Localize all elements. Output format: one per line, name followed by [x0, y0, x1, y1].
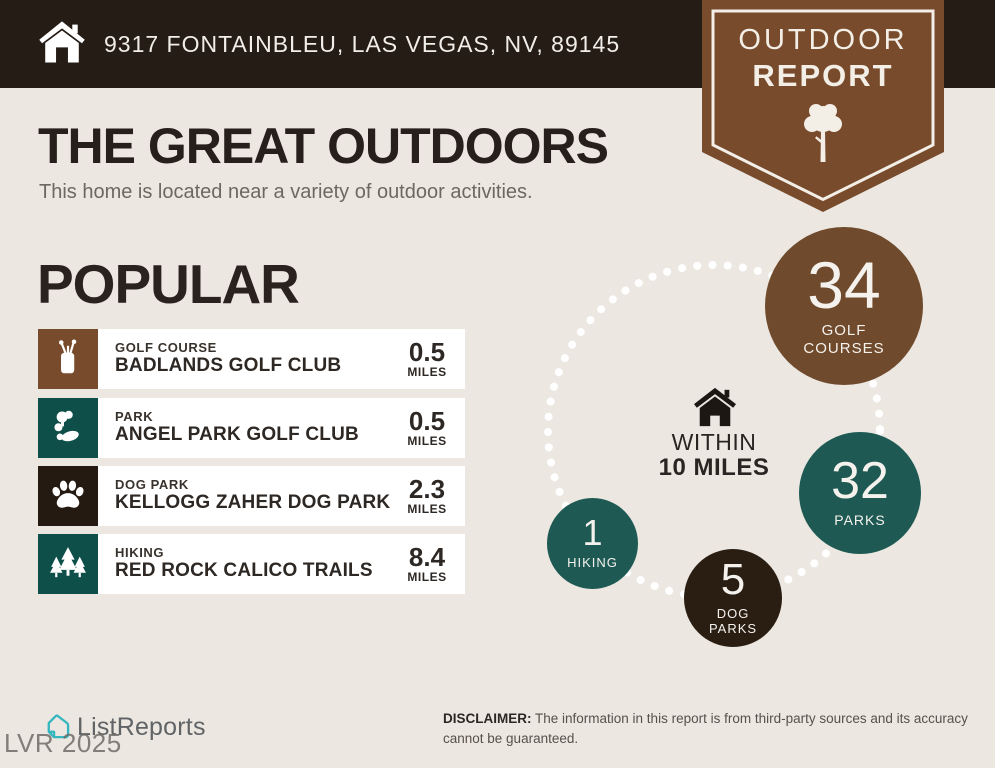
bubble-value: 1	[582, 512, 603, 554]
bubble-value: 34	[807, 248, 881, 323]
tree-icon	[804, 104, 842, 162]
item-distance: 0.5	[408, 405, 446, 436]
within-line1: WITHIN	[671, 429, 757, 455]
list-item-dog-park: DOG PARK KELLOGG ZAHER DOG PARK 2.3 MILE…	[38, 466, 465, 526]
bubble-label: PARKS	[834, 511, 886, 528]
disclaimer: DISCLAIMER: The information in this repo…	[443, 709, 968, 748]
item-name: BADLANDS GOLF CLUB	[115, 355, 342, 377]
disclaimer-label: DISCLAIMER:	[443, 711, 532, 726]
page-subtitle: This home is located near a variety of o…	[39, 181, 533, 203]
badge-line2: REPORT	[752, 58, 894, 93]
item-distance: 2.3	[408, 473, 446, 504]
listreports-brand: ListReports	[77, 713, 206, 741]
disclaimer-text: The information in this report is from t…	[443, 711, 968, 746]
paw-icon	[38, 466, 98, 526]
item-distance-unit: MILES	[407, 433, 447, 448]
item-name: RED ROCK CALICO TRAILS	[115, 560, 373, 582]
bubble-dog-parks: 5 DOG PARKS	[684, 549, 782, 647]
within-radius-label: WITHIN 10 MILES	[634, 430, 794, 482]
watermark: LVR 2025	[4, 728, 122, 758]
home-icon	[39, 21, 85, 63]
bubble-label: GOLF COURSES	[803, 321, 885, 357]
page-title: THE GREAT OUTDOORS	[38, 118, 609, 174]
bubble-label: DOG PARKS	[708, 605, 758, 637]
bubble-value: 5	[720, 555, 746, 604]
item-category: DOG PARK	[115, 476, 189, 492]
item-distance-unit: MILES	[407, 364, 447, 379]
park-icon	[38, 398, 98, 458]
pine-trees-icon	[38, 534, 98, 594]
badge-line1: OUTDOOR	[738, 24, 908, 56]
within-line2: 10 MILES	[658, 454, 770, 482]
item-name: KELLOGG ZAHER DOG PARK	[115, 492, 391, 514]
item-category: HIKING	[115, 544, 165, 560]
item-distance: 0.5	[408, 336, 446, 367]
listreports-logo-icon	[47, 714, 70, 739]
item-category: PARK	[115, 408, 154, 424]
item-name: ANGEL PARK GOLF CLUB	[115, 424, 359, 446]
home-icon	[694, 387, 736, 427]
bubble-label: HIKING	[567, 555, 618, 571]
bubble-parks: 32 PARKS	[799, 432, 921, 554]
popular-heading: POPULAR	[37, 253, 300, 315]
golf-bag-icon	[38, 329, 98, 389]
item-distance-unit: MILES	[407, 501, 447, 516]
list-item-golf-course: GOLF COURSE BADLANDS GOLF CLUB 0.5 MILES	[38, 329, 465, 389]
item-category: GOLF COURSE	[115, 339, 217, 355]
bubble-golf-courses: 34 GOLF COURSES	[765, 227, 923, 385]
item-distance-unit: MILES	[407, 569, 447, 584]
bubble-value: 32	[831, 452, 889, 511]
outdoor-report-badge: OUTDOOR REPORT	[702, 0, 944, 214]
list-item-park: PARK ANGEL PARK GOLF CLUB 0.5 MILES	[38, 398, 465, 458]
property-address: 9317 FONTAINBLEU, LAS VEGAS, NV, 89145	[104, 31, 621, 57]
item-distance: 8.4	[408, 541, 446, 572]
list-item-hiking: HIKING RED ROCK CALICO TRAILS 8.4 MILES	[38, 534, 465, 594]
bubble-hiking: 1 HIKING	[547, 498, 638, 589]
